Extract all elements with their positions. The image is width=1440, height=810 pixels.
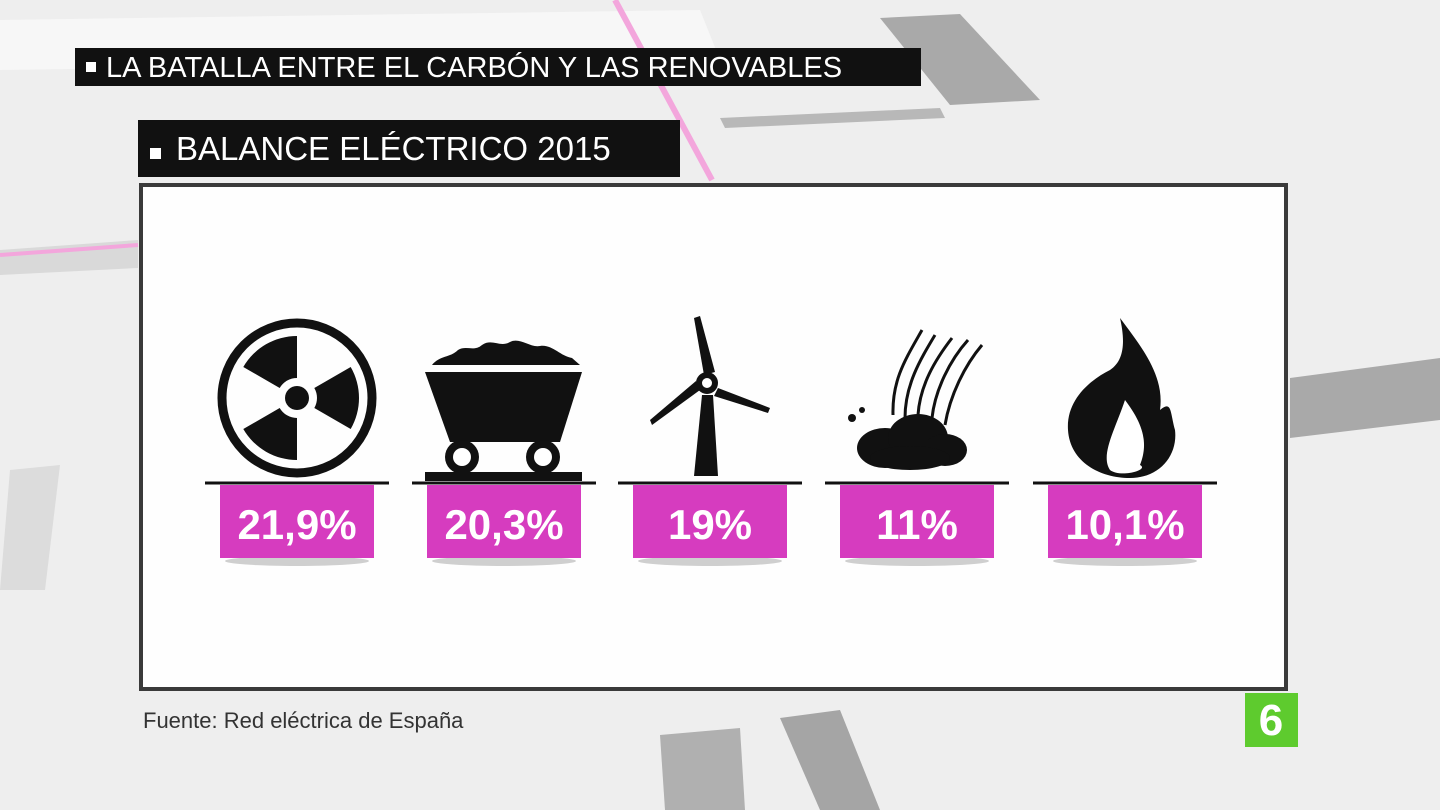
title: BALANCE ELÉCTRICO 2015 (176, 130, 611, 167)
value-label: 10,1% (1065, 501, 1184, 548)
bullet (150, 148, 161, 159)
value-box (220, 485, 374, 558)
bullet (86, 62, 96, 72)
gas-icon (1067, 318, 1176, 478)
title-bar (138, 120, 680, 177)
source: Fuente: Red eléctrica de España (143, 708, 464, 733)
shadow (432, 556, 576, 566)
logo: 6 (1259, 696, 1283, 745)
logo-box (1245, 693, 1298, 747)
cogeneration-icon (848, 329, 984, 470)
shadow (1053, 556, 1197, 566)
value-box (840, 485, 994, 558)
coal-icon (425, 340, 582, 481)
value-box (427, 485, 581, 558)
kicker: LA BATALLA ENTRE EL CARBÓN Y LAS RENOVAB… (106, 51, 842, 84)
shadow (225, 556, 369, 566)
shadow (845, 556, 989, 566)
value-box (633, 485, 787, 558)
value-label: 19% (668, 501, 752, 548)
nuclear-icon (217, 318, 378, 478)
value-label: 20,3% (444, 501, 563, 548)
value-label: 21,9% (237, 501, 356, 548)
wind-icon (650, 316, 770, 476)
value-label: 11% (876, 501, 958, 548)
value-box (1048, 485, 1202, 558)
shadow (638, 556, 782, 566)
kicker-bar (75, 48, 921, 86)
